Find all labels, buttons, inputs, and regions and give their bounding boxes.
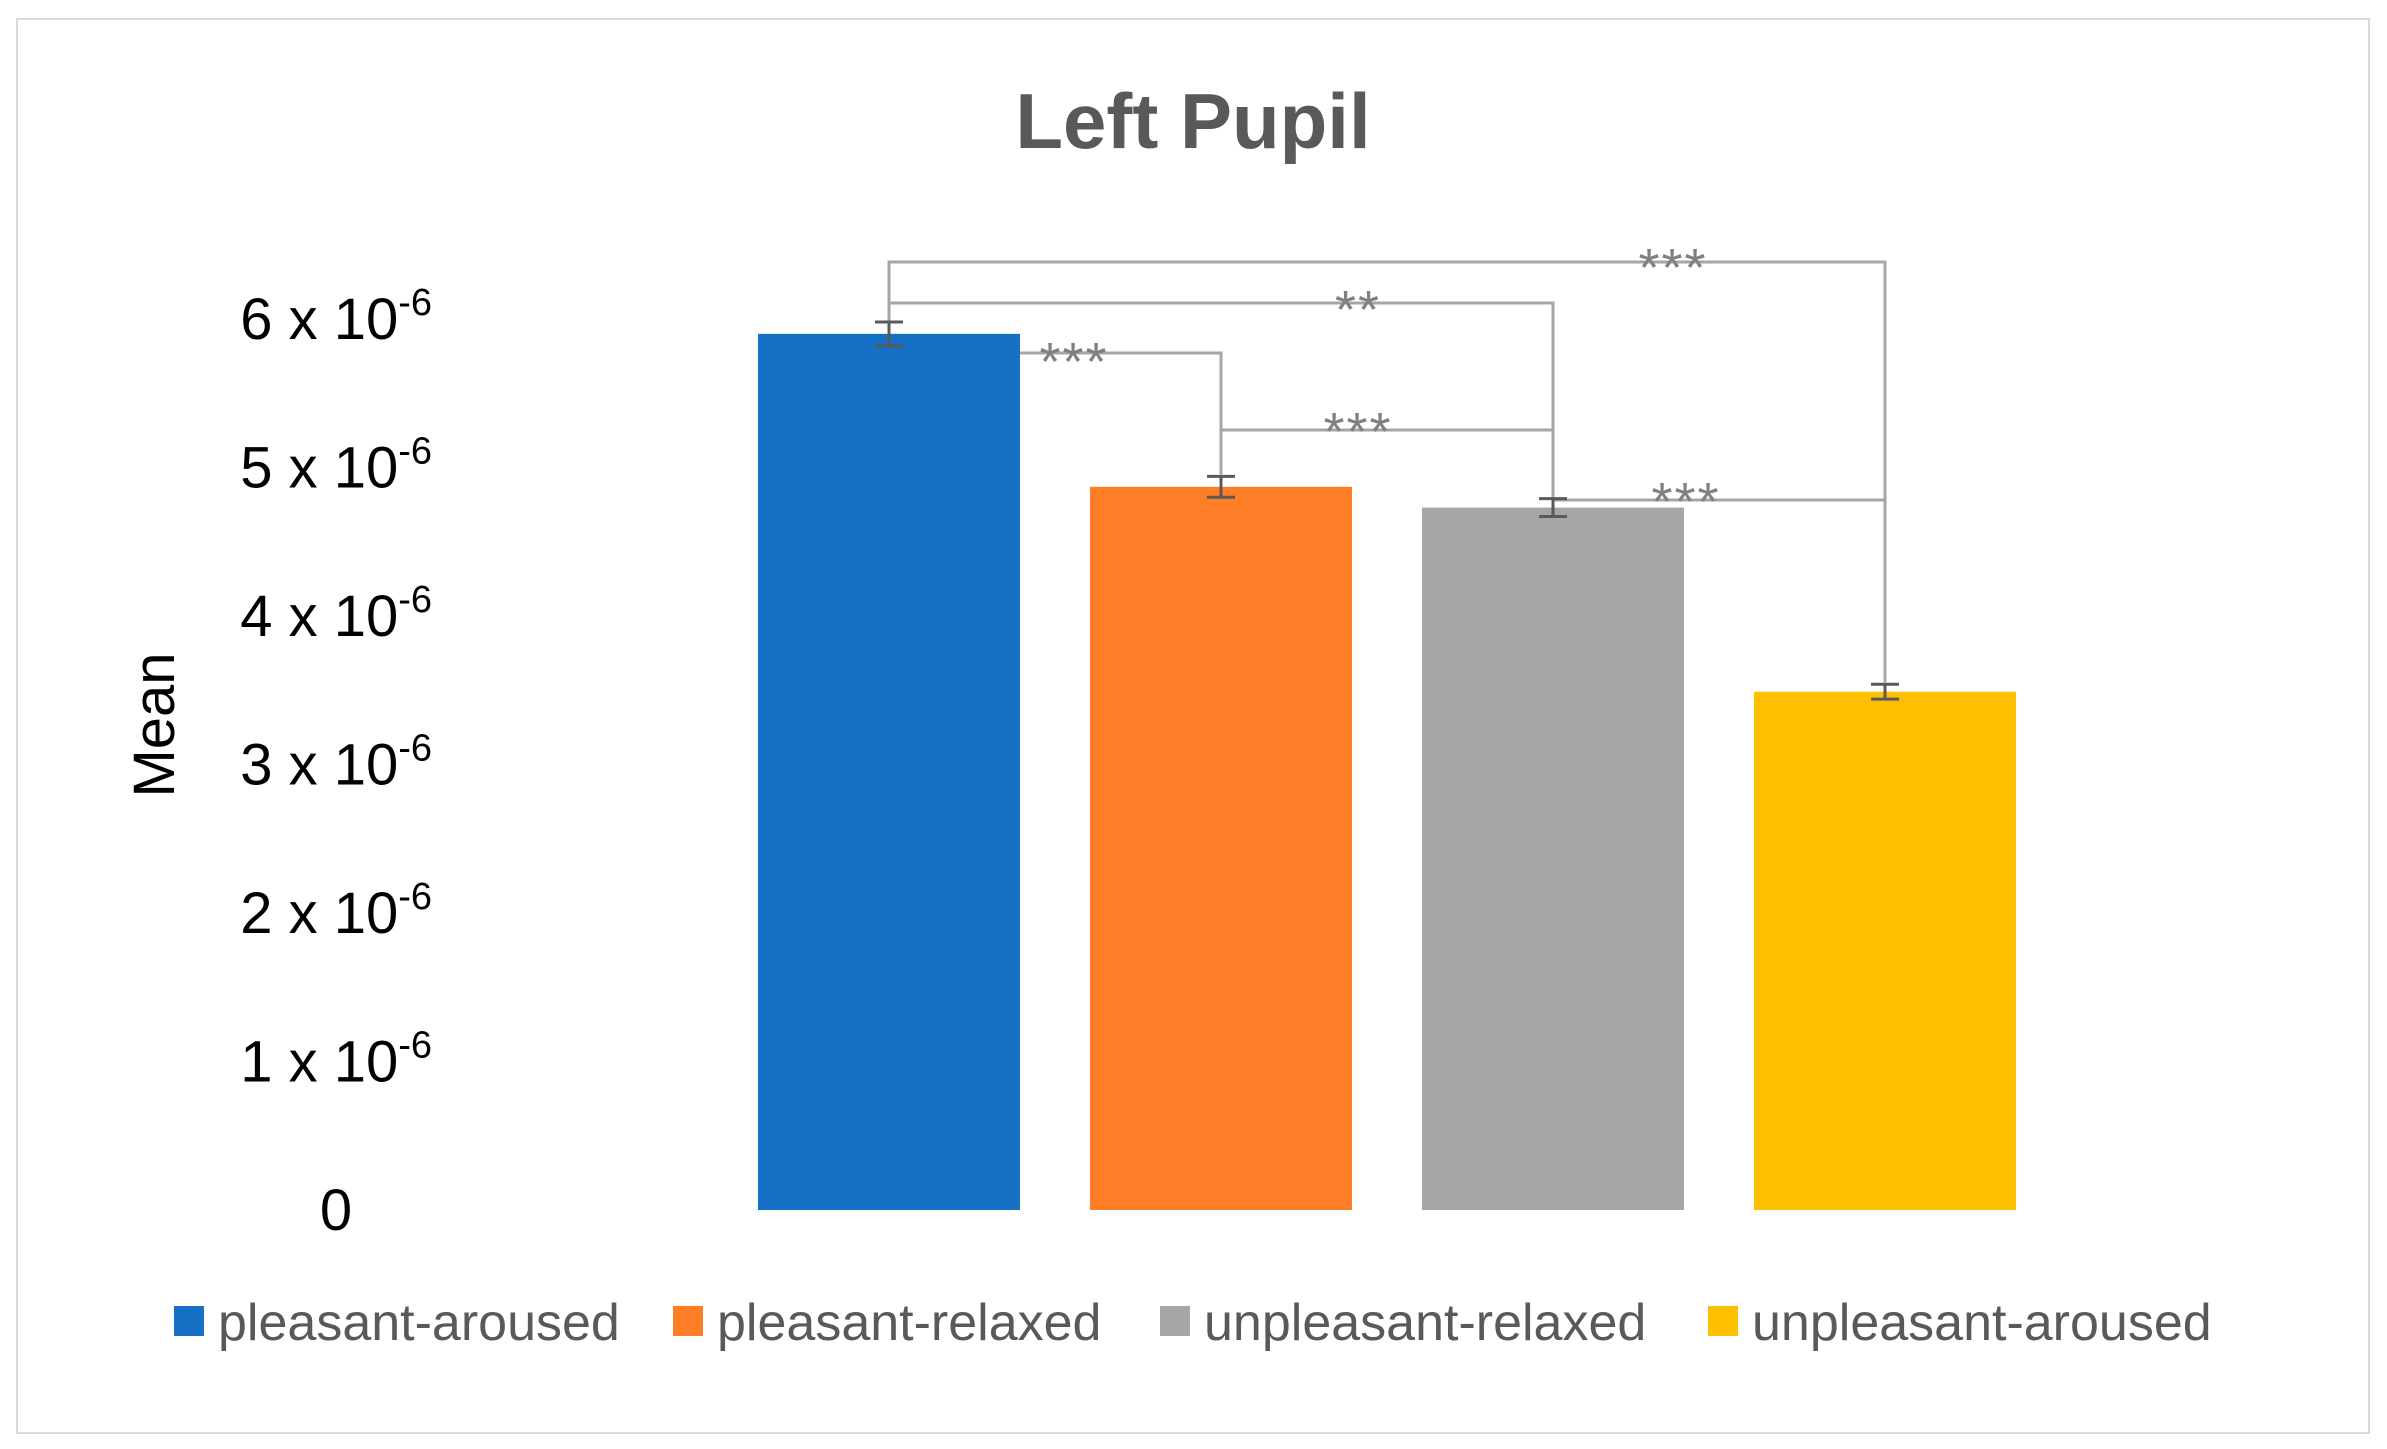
bar-pleasant-relaxed (1090, 486, 1352, 1210)
y-tick-exponent: -6 (398, 282, 432, 324)
significance-label: ** (1335, 280, 1381, 340)
bar-unpleasant-relaxed (1422, 507, 1684, 1211)
chart-title: Left Pupil (1015, 77, 1370, 165)
significance-label: *** (1651, 472, 1720, 532)
y-tick-mantissa: 6 x 10 (240, 287, 398, 352)
y-tick-mantissa: 2 x 10 (240, 881, 398, 946)
legend-swatch-unpleasant-aroused (1708, 1306, 1738, 1336)
y-tick-label: 0 (320, 1178, 352, 1243)
significance-brackets (887, 260, 1887, 683)
error-bars (875, 320, 1899, 701)
significance-bracket (1219, 428, 1555, 497)
y-tick-mantissa: 3 x 10 (240, 733, 398, 798)
legend-label-pleasant-aroused: pleasant-aroused (218, 1294, 620, 1352)
y-tick-exponent: -6 (398, 431, 432, 473)
y-tick-label: 5 x 10-6 (240, 431, 432, 501)
bar-unpleasant-aroused (1754, 691, 2016, 1210)
y-tick-exponent: -6 (398, 579, 432, 621)
y-tick-label: 6 x 10-6 (240, 282, 432, 352)
y-axis-label: Mean (122, 652, 187, 797)
y-tick-exponent: -6 (398, 728, 432, 770)
legend-swatch-unpleasant-relaxed (1160, 1306, 1190, 1336)
y-tick-label: 1 x 10-6 (240, 1025, 432, 1095)
y-tick-mantissa: 0 (320, 1178, 352, 1243)
y-tick-exponent: -6 (398, 1025, 432, 1067)
significance-label: *** (1039, 332, 1108, 392)
y-axis-ticks: 01 x 10-62 x 10-63 x 10-64 x 10-65 x 10-… (240, 282, 432, 1243)
y-tick-label: 4 x 10-6 (240, 579, 432, 649)
y-tick-label: 3 x 10-6 (240, 728, 432, 798)
significance-labels: ************** (1039, 238, 1720, 532)
y-tick-mantissa: 4 x 10 (240, 584, 398, 649)
significance-bracket (887, 260, 1887, 683)
bar-chart: Left Pupil Mean 01 x 10-62 x 10-63 x 10-… (122, 77, 2212, 1352)
bars (758, 333, 2016, 1211)
significance-label: *** (1638, 238, 1707, 298)
legend-swatch-pleasant-relaxed (673, 1306, 703, 1336)
y-tick-mantissa: 1 x 10 (240, 1030, 398, 1095)
legend-label-unpleasant-aroused: unpleasant-aroused (1752, 1294, 2212, 1352)
bar-pleasant-aroused (758, 333, 1020, 1211)
legend-swatch-pleasant-aroused (174, 1306, 204, 1336)
significance-label: *** (1323, 402, 1392, 462)
legend-label-pleasant-relaxed: pleasant-relaxed (717, 1294, 1101, 1352)
legend: pleasant-aroused pleasant-relaxed unpleasa… (174, 1294, 2212, 1352)
legend-label-unpleasant-relaxed: unpleasant-relaxed (1204, 1294, 1646, 1352)
y-tick-label: 2 x 10-6 (240, 876, 432, 946)
y-tick-mantissa: 5 x 10 (240, 436, 398, 501)
y-tick-exponent: -6 (398, 876, 432, 918)
